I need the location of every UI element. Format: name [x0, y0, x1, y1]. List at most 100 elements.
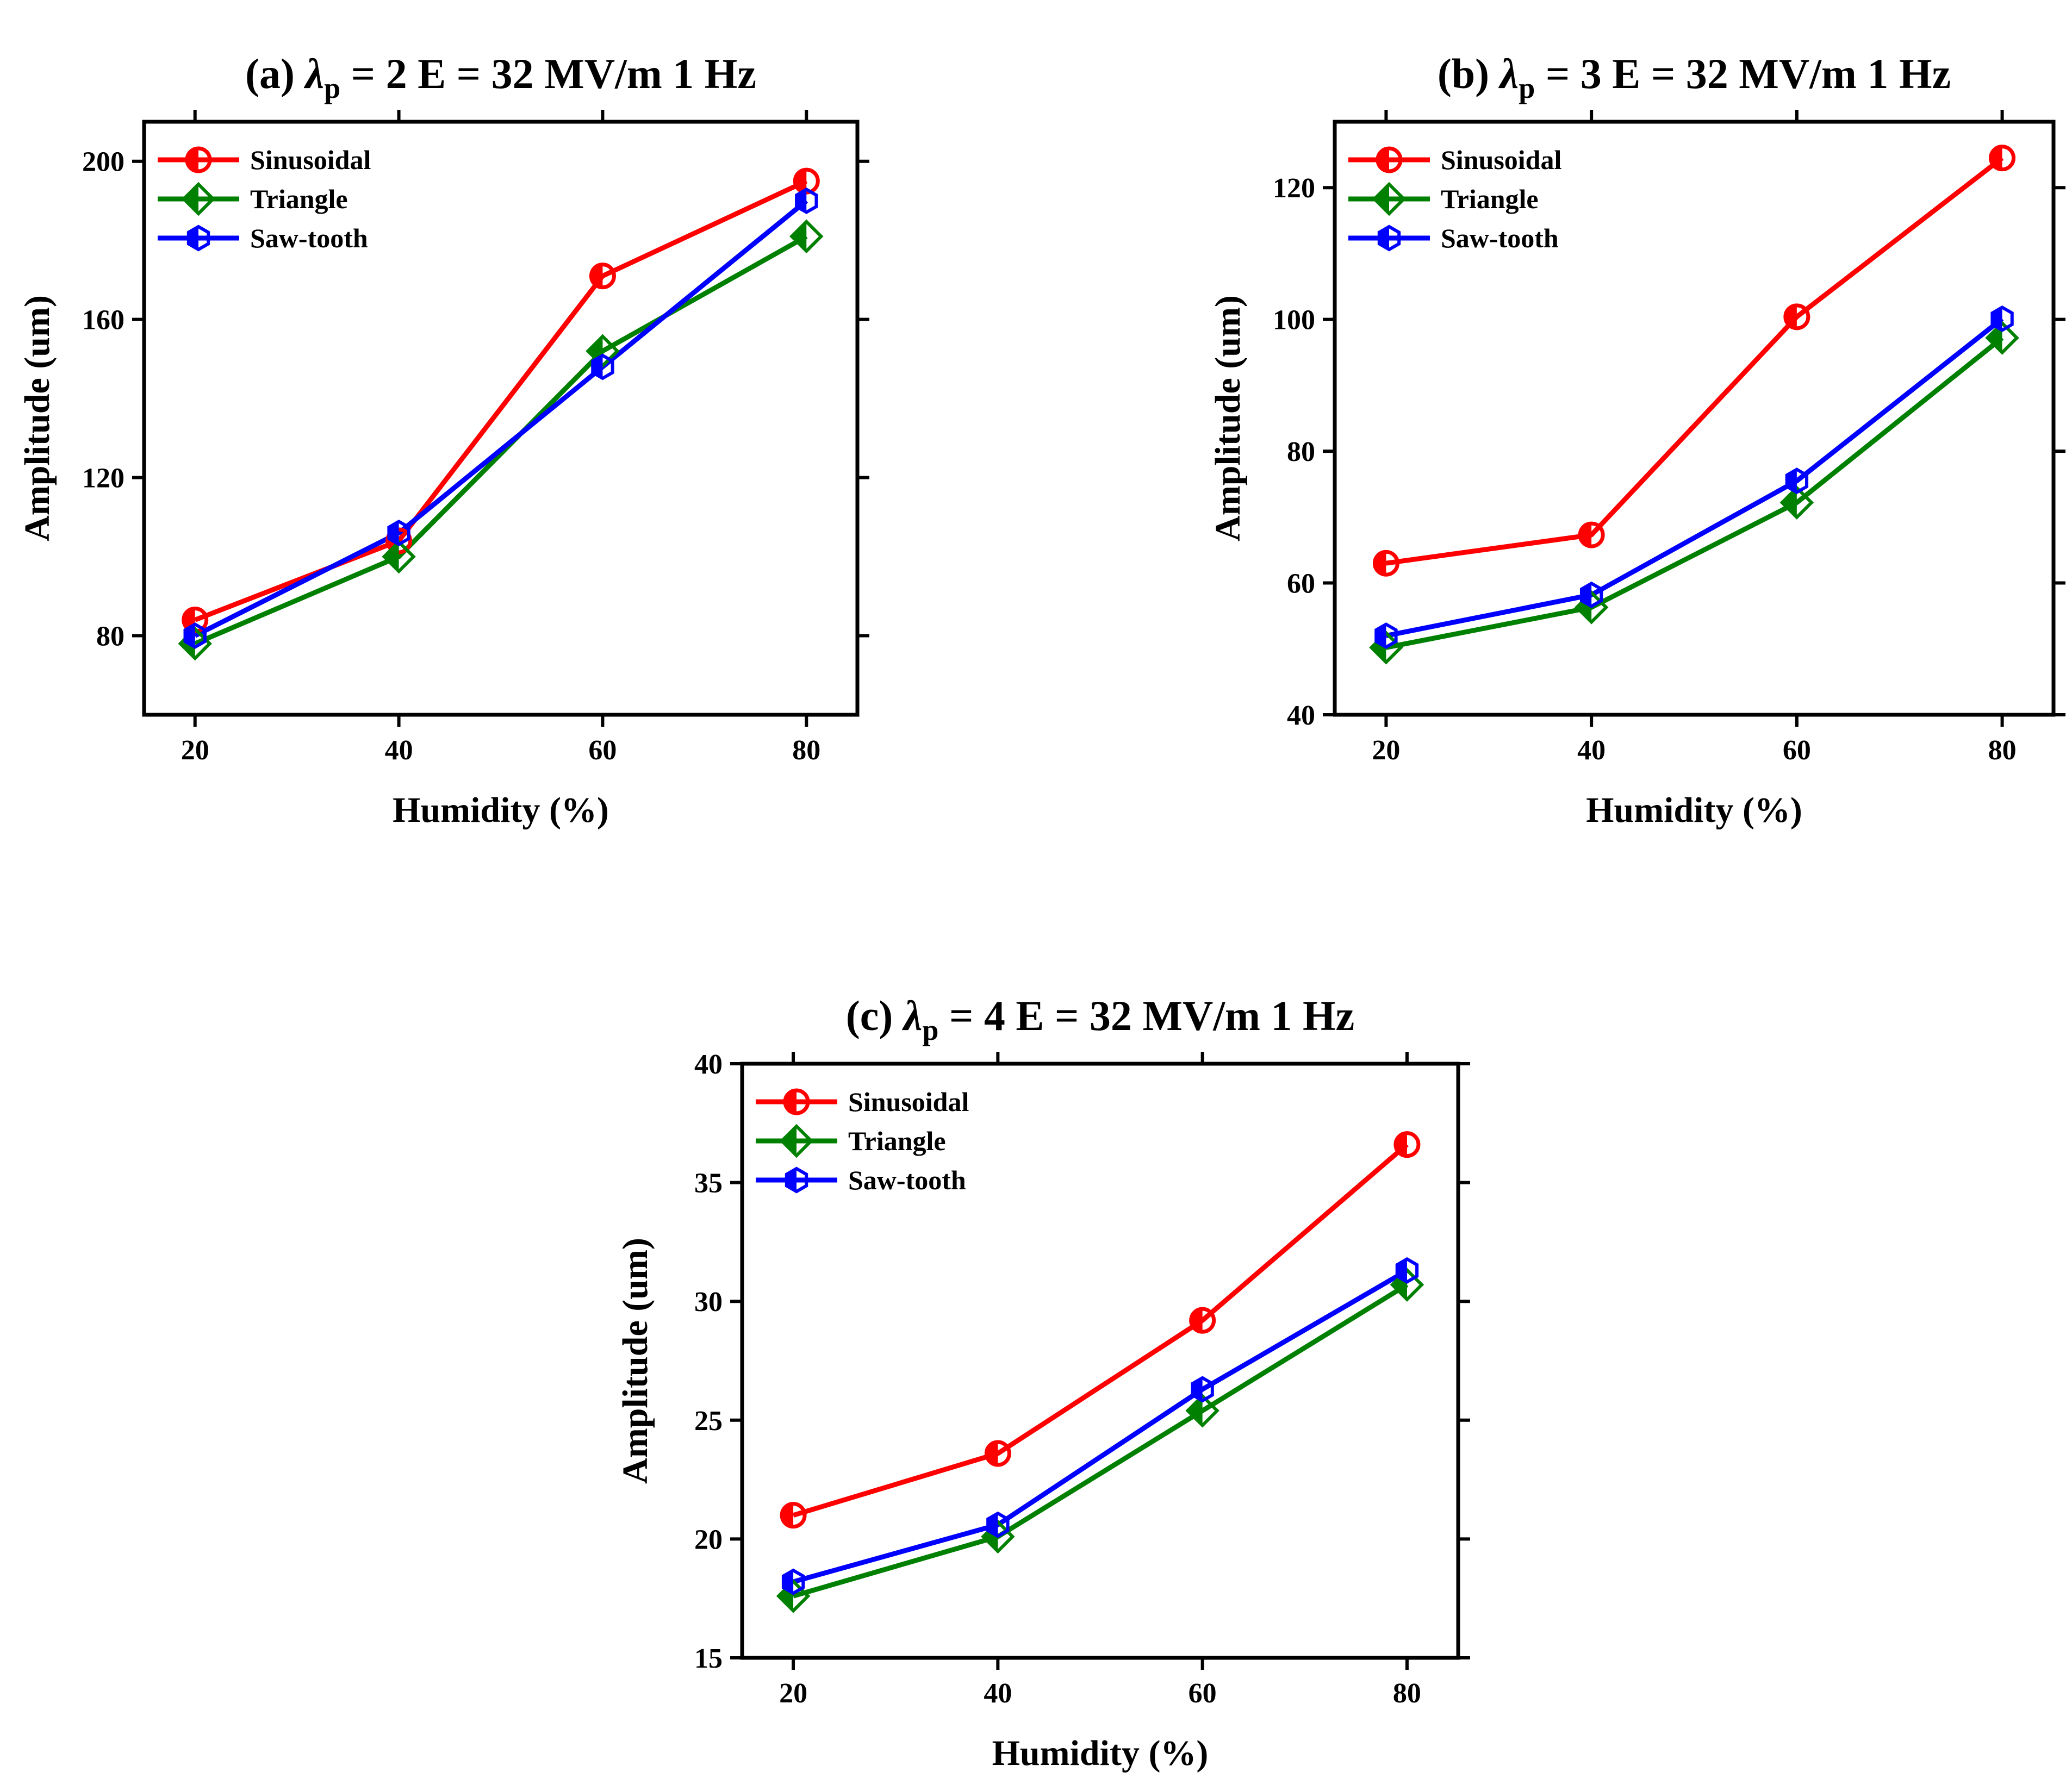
marker-hexagon-3-3-1: [781, 1568, 805, 1595]
marker-hexagon-2-3-100: [1377, 224, 1401, 252]
marker-outline: [1191, 1376, 1214, 1403]
marker-outline: [1372, 182, 1407, 216]
marker-outline: [984, 1440, 1011, 1467]
series-line-triangle: [792, 1282, 1409, 1599]
legend-label-sinusoidal: Sinusoidal: [250, 145, 371, 175]
x-tick-label: 60: [1189, 1678, 1217, 1709]
marker-half-fill: [792, 221, 807, 251]
series-line-saw-tooth: [194, 198, 808, 638]
legend-label-sinusoidal: Sinusoidal: [848, 1087, 969, 1117]
marker-outline: [1395, 1257, 1419, 1284]
marker-hexagon-3-3-2: [986, 1511, 1010, 1538]
legend-label-saw-tooth: Saw-tooth: [1441, 223, 1559, 253]
marker-hexagon-1-3-100: [186, 224, 210, 252]
marker-outline: [795, 188, 818, 214]
marker-circle-1-1-100: [185, 146, 212, 173]
y-axis-label: Amplitude (um): [17, 295, 57, 541]
marker-circle-2-1-3: [1783, 303, 1810, 330]
title-subscript: p: [1519, 72, 1535, 104]
y-tick-label: 40: [1287, 700, 1315, 731]
legend-label-saw-tooth: Saw-tooth: [848, 1165, 966, 1195]
marker-outline: [1985, 321, 2019, 355]
marker-outline: [1989, 145, 2016, 172]
x-tick-label: 20: [181, 735, 209, 766]
title-subscript: p: [324, 72, 340, 104]
y-tick-label: 20: [694, 1524, 723, 1555]
x-tick-label: 40: [984, 1678, 1012, 1709]
marker-diamond-1-2-4: [789, 219, 824, 254]
title-rest: = 2 E = 32 MV/m 1 Hz: [340, 50, 756, 97]
marker-diamond-2-2-100: [1372, 182, 1407, 216]
chart-title: (b) λp = 3 E = 32 MV/m 1 Hz: [1438, 50, 1951, 104]
y-tick-label: 60: [1287, 569, 1315, 600]
x-tick-label: 80: [1988, 735, 2017, 766]
title-subscript: p: [922, 1014, 938, 1046]
title-prefix: (b): [1438, 50, 1500, 97]
chart-title: (c) λp = 4 E = 32 MV/m 1 Hz: [846, 992, 1355, 1046]
marker-outline: [781, 1568, 805, 1595]
marker-half-fill: [782, 1126, 797, 1156]
y-tick-label: 120: [82, 463, 125, 494]
series-line-triangle: [194, 234, 808, 646]
marker-outline: [1785, 467, 1809, 495]
y-tick-label: 160: [82, 305, 125, 336]
marker-outline: [785, 1166, 808, 1194]
title-rest: = 4 E = 32 MV/m 1 Hz: [938, 992, 1354, 1039]
legend-label-triangle: Triangle: [848, 1126, 946, 1156]
series-line-triangle: [1385, 336, 2004, 650]
marker-outline: [1372, 550, 1399, 577]
plot-frame: [740, 1062, 1460, 1660]
marker-half-fill: [1187, 1396, 1203, 1426]
y-tick-label: 80: [96, 621, 125, 652]
x-axis-label: Humidity (%): [1586, 790, 1802, 830]
marker-outline: [1376, 146, 1403, 173]
x-axis-label: Humidity (%): [992, 1733, 1209, 1773]
x-tick-label: 80: [792, 735, 820, 766]
marker-half-fill: [1987, 323, 2002, 353]
legend: Sinusoidal Triangle Saw-tooth: [756, 1087, 969, 1195]
series-line-sinusoidal: [792, 1143, 1409, 1518]
marker-outline: [181, 182, 216, 216]
marker-circle-1-1-3: [589, 263, 616, 290]
marker-half-fill: [1782, 488, 1797, 517]
marker-outline: [586, 334, 620, 369]
legend-label-triangle: Triangle: [250, 184, 348, 214]
marker-outline: [1783, 303, 1810, 330]
legend: Sinusoidal Triangle Saw-tooth: [158, 145, 371, 253]
title-lambda: λ: [1498, 50, 1519, 97]
series-line-saw-tooth: [792, 1268, 1409, 1584]
x-tick-label: 40: [385, 735, 413, 766]
legend-label-sinusoidal: Sinusoidal: [1441, 145, 1561, 175]
marker-outline: [986, 1511, 1010, 1538]
series-line-saw-tooth: [1385, 316, 2004, 638]
marker-circle-3-1-2: [984, 1440, 1011, 1467]
marker-hexagon-3-3-4: [1395, 1257, 1419, 1284]
marker-outline: [1393, 1131, 1421, 1158]
marker-hexagon-2-3-4: [1990, 305, 2014, 332]
legend-label-triangle: Triangle: [1441, 184, 1539, 214]
marker-outline: [783, 1088, 810, 1115]
x-axis-label: Humidity (%): [393, 790, 609, 830]
y-tick-label: 15: [694, 1643, 723, 1674]
marker-outline: [1779, 485, 1814, 520]
marker-hexagon-1-3-3: [591, 353, 614, 380]
x-tick-label: 60: [1783, 735, 1811, 766]
marker-outline: [1990, 305, 2014, 332]
chart-panel-3: (c) λp = 4 E = 32 MV/m 1 Hz 20 40 60 80 15 20 2…: [615, 992, 1470, 1773]
marker-half-fill: [1374, 184, 1389, 214]
marker-outline: [789, 219, 824, 254]
x-tick-label: 20: [779, 1678, 807, 1709]
marker-outline: [1185, 1394, 1219, 1428]
marker-outline: [1189, 1307, 1216, 1334]
y-tick-label: 80: [1287, 436, 1315, 467]
marker-diamond-2-2-3: [1779, 485, 1814, 520]
chart-title: (a) λp = 2 E = 32 MV/m 1 Hz: [245, 50, 756, 104]
plot-frame: [142, 120, 860, 717]
x-tick-label: 40: [1577, 735, 1606, 766]
marker-hexagon-3-3-100: [785, 1166, 808, 1194]
marker-circle-2-1-100: [1376, 146, 1403, 173]
marker-outline: [776, 1579, 811, 1613]
y-tick-label: 200: [82, 147, 125, 178]
marker-outline: [1374, 622, 1398, 649]
marker-outline: [591, 353, 614, 380]
